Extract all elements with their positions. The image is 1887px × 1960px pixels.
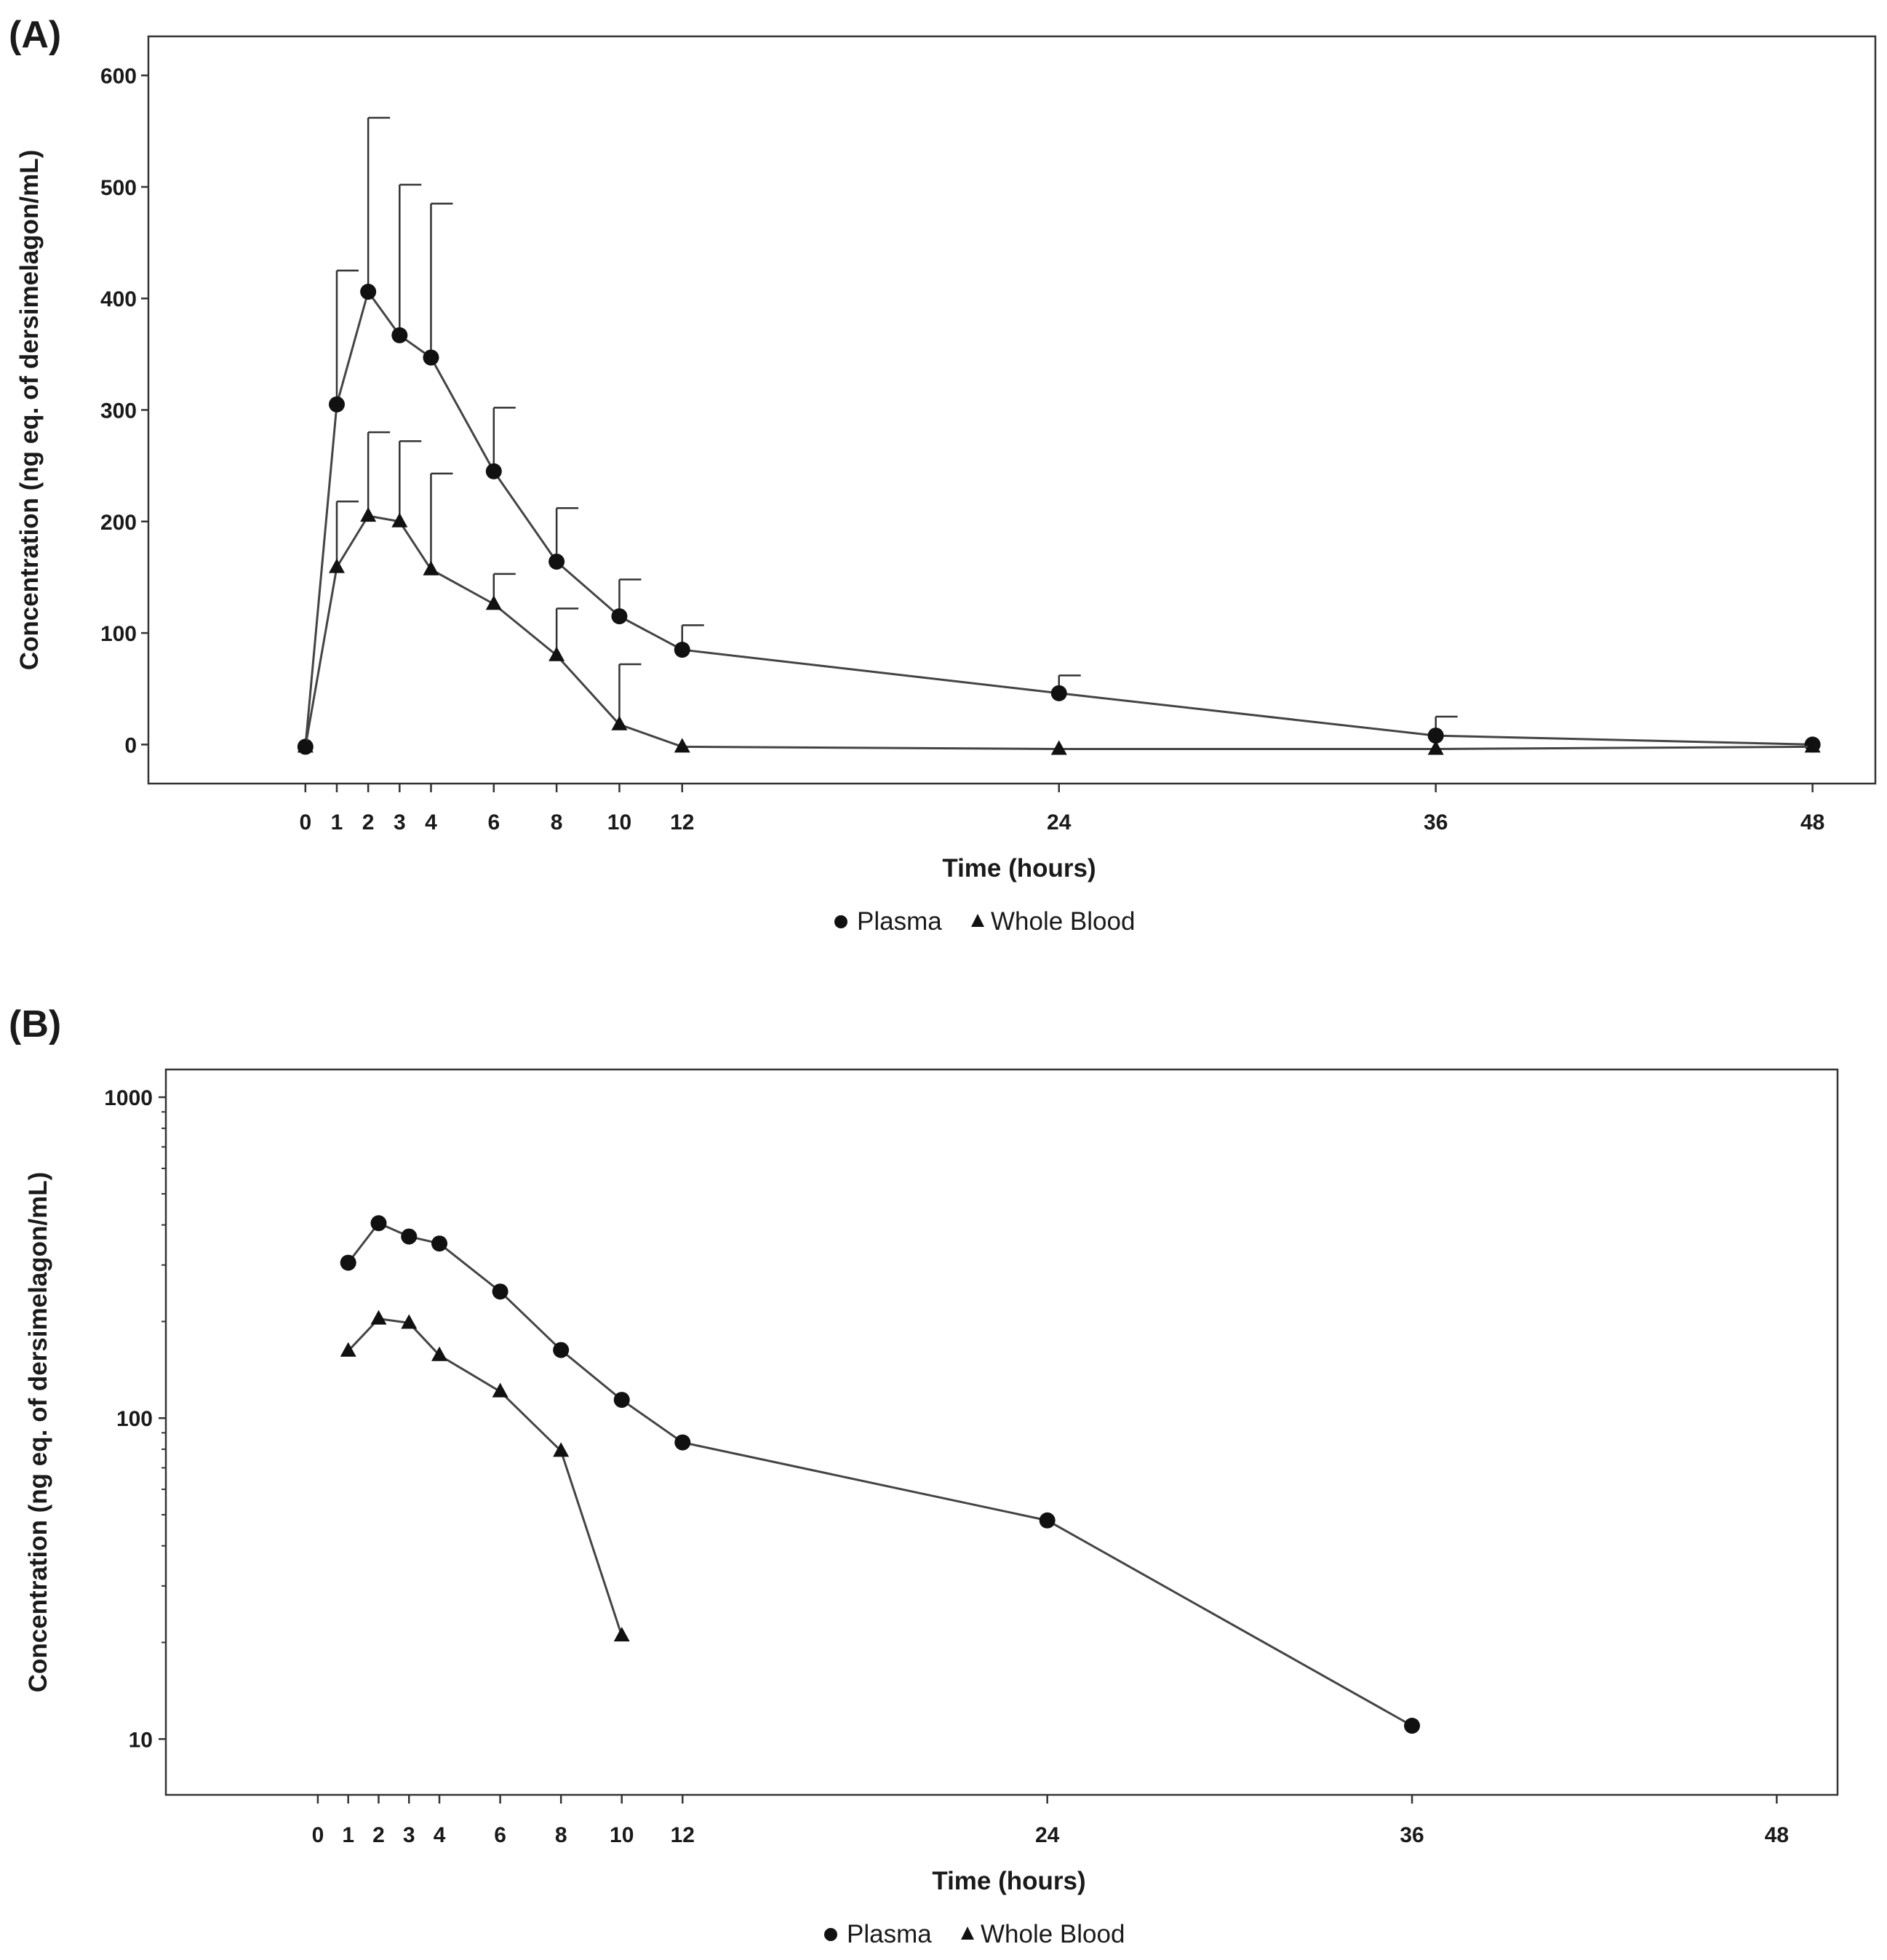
chart-b-plasma-point: [1039, 1512, 1056, 1529]
chart-a-whole-blood-point: [360, 507, 377, 522]
chart-a-whole-blood-point: [548, 646, 565, 661]
chart-a-y-tick-label: 200: [100, 511, 137, 535]
chart-a-y-tick-label: 600: [100, 65, 137, 89]
chart-a-x-tick-label: 10: [607, 810, 631, 834]
chart-a-plasma-point: [674, 642, 690, 658]
chart-b-plasma-point: [553, 1342, 570, 1358]
chart-a-plasma-point: [611, 608, 628, 625]
chart-a-whole-blood-point: [1804, 738, 1821, 753]
chart-b-legend-plasma-label: Plasma: [847, 1920, 932, 1948]
chart-a-x-axis-title: Time (hours): [942, 854, 1096, 883]
chart-b-whole-blood-point: [492, 1382, 508, 1398]
chart-a-plasma-line: [304, 289, 1813, 747]
chart-b-whole-blood-point: [613, 1627, 630, 1642]
chart-b-y-tick-label: 10: [129, 1728, 153, 1752]
panel-b-label: (B): [9, 1003, 62, 1045]
chart-b-plasma-line: [347, 1222, 1413, 1727]
chart-a-whole-blood-point: [674, 738, 690, 753]
chart-b-x-tick-label: 3: [403, 1823, 415, 1847]
chart-b-legend-whole-blood-marker: [961, 1927, 974, 1940]
chart-b-plasma-point: [431, 1235, 448, 1252]
chart-b-plot-frame: [164, 1068, 1839, 1796]
chart-b-plasma-point: [1404, 1718, 1421, 1734]
chart-a-legend-plasma-label: Plasma: [857, 907, 942, 936]
chart-b-whole-blood-point: [370, 1310, 387, 1325]
chart-b-plasma-point: [492, 1283, 508, 1300]
chart-b-x-tick-label: 8: [555, 1823, 567, 1847]
chart-a-plasma-point: [1427, 728, 1444, 744]
chart-b-y-tick-label: 1000: [104, 1086, 153, 1110]
chart-a-plasma-point: [423, 349, 439, 366]
chart-b-plasma-point: [401, 1228, 418, 1245]
chart-b-y-tick-label: 100: [116, 1407, 153, 1431]
chart-a-y-tick-label: 300: [100, 399, 137, 423]
chart-b-x-tick-label: 4: [434, 1823, 446, 1847]
chart-a-x-tick-label: 2: [362, 810, 375, 834]
chart-b-whole-blood-point: [401, 1314, 418, 1329]
chart-b-legend-plasma-marker: [824, 1928, 837, 1941]
chart-a-y-axis-title: Concentration (ng eq. of dersimelagon/mL…: [15, 150, 44, 671]
chart-a-plasma-point: [328, 396, 345, 413]
chart-b-plasma-point: [613, 1392, 630, 1409]
chart-a-legend-plasma-marker: [834, 915, 847, 928]
chart-a-x-tick-label: 0: [299, 810, 311, 834]
chart-b-y-axis-title: Concentration (ng eq. of dersimelagon/mL…: [24, 1172, 52, 1693]
chart-a-x-tick-label: 1: [331, 810, 343, 834]
chart-a-whole-blood-point: [391, 512, 408, 527]
chart-a-x-tick-label: 3: [394, 810, 406, 834]
chart-a-y-tick-label: 100: [100, 622, 137, 646]
chart-a-x-tick-label: 36: [1424, 810, 1448, 834]
chart-b-x-tick-label: 2: [372, 1823, 385, 1847]
chart-a-legend-whole-blood-label: Whole Blood: [991, 907, 1135, 936]
chart-a-plasma-point: [391, 327, 408, 343]
chart-a-plasma-point: [360, 284, 377, 300]
chart-b-x-tick-label: 24: [1035, 1823, 1060, 1847]
chart-a-x-tick-label: 4: [425, 810, 437, 834]
chart-a-whole-blood-point: [297, 738, 314, 753]
chart-b-whole-blood-point: [340, 1342, 356, 1357]
chart-b-x-tick-label: 0: [312, 1823, 324, 1847]
chart-a-x-tick-label: 8: [551, 810, 563, 834]
chart-b-plasma-point: [370, 1215, 387, 1232]
chart-b-plasma-point: [674, 1434, 691, 1451]
chart-a-whole-blood-line: [304, 514, 1813, 750]
chart-a-y-tick-label: 400: [100, 287, 137, 311]
chart-a-x-tick-label: 6: [487, 810, 500, 834]
chart-a-y-tick-label: 500: [100, 176, 137, 200]
chart-b-x-tick-label: 36: [1400, 1823, 1424, 1847]
chart-b-x-tick-label: 1: [342, 1823, 354, 1847]
chart-a-plot-frame: [147, 35, 1877, 785]
chart-a-plasma-point: [548, 553, 565, 570]
chart-b-x-axis-title: Time (hours): [932, 1867, 1085, 1895]
chart-b-x-tick-label: 12: [671, 1823, 695, 1847]
chart-a-plasma-point: [1050, 685, 1067, 701]
chart-b-x-tick-label: 10: [610, 1823, 634, 1847]
chart-a-y-tick-label: 0: [124, 733, 137, 757]
chart-b-plasma-point: [340, 1254, 356, 1271]
panel-a-label: (A): [9, 14, 62, 56]
chart-a-whole-blood-point: [611, 715, 628, 730]
chart-a-x-tick-label: 48: [1800, 810, 1824, 834]
chart-a-whole-blood-point: [1050, 740, 1067, 755]
chart-b-legend-whole-blood-label: Whole Blood: [981, 1920, 1125, 1948]
chart-a-x-tick-label: 24: [1047, 810, 1072, 834]
chart-a-whole-blood-point: [485, 595, 502, 610]
chart-a-x-tick-label: 12: [670, 810, 694, 834]
chart-b-x-tick-label: 48: [1765, 1823, 1789, 1847]
chart-a-whole-blood-point: [1427, 740, 1444, 755]
chart-b-x-tick-label: 6: [494, 1823, 506, 1847]
chart-b-whole-blood-point: [431, 1346, 448, 1361]
chart-a-whole-blood-point: [328, 558, 345, 573]
chart-b-whole-blood-point: [553, 1442, 570, 1457]
chart-a-whole-blood-point: [423, 560, 439, 575]
chart-a-plasma-point: [485, 463, 502, 479]
chart-a-legend-whole-blood-marker: [971, 914, 984, 927]
